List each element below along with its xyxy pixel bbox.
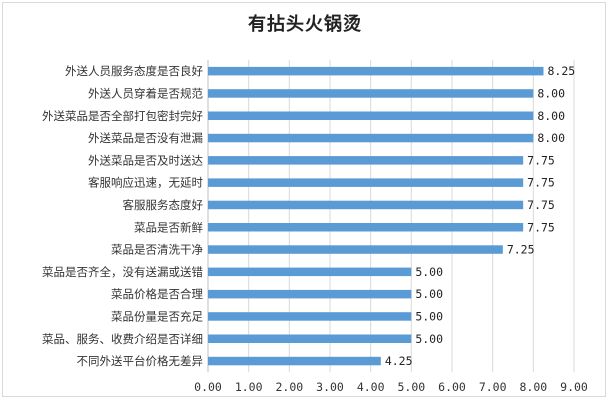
data-label: 8.25 bbox=[548, 64, 576, 78]
category-label: 外送人员穿着是否规范 bbox=[88, 86, 203, 100]
x-tick-label: 6.00 bbox=[438, 380, 466, 394]
x-tick-label: 9.00 bbox=[560, 380, 588, 394]
category-label: 外送菜品是否全部打包密封完好 bbox=[42, 109, 203, 123]
bar bbox=[208, 200, 524, 210]
category-labels: 外送人员服务态度是否良好外送人员穿着是否规范外送菜品是否全部打包密封完好外送菜品… bbox=[42, 64, 203, 368]
category-label: 客服服务态度好 bbox=[123, 198, 204, 212]
bar bbox=[208, 223, 524, 232]
data-label: 8.00 bbox=[537, 109, 565, 123]
bar bbox=[208, 334, 412, 343]
category-label: 菜品是否齐全，没有送漏或送错 bbox=[42, 265, 203, 279]
x-tick-label: 7.00 bbox=[479, 380, 507, 394]
x-tick-label: 5.00 bbox=[397, 380, 425, 394]
bar bbox=[208, 111, 534, 120]
data-label: 7.75 bbox=[527, 153, 555, 167]
value-labels: 8.25 8.00 8.00 8.00 7.75 7.75 7.75 7.75 7.25 5.00… bbox=[385, 64, 575, 368]
category-label: 外送人员服务态度是否良好 bbox=[65, 64, 203, 78]
data-label: 5.00 bbox=[415, 265, 443, 279]
bar bbox=[208, 289, 412, 299]
data-label: 7.75 bbox=[527, 220, 555, 234]
bar bbox=[208, 356, 381, 366]
chart-frame: 有拈头火锅烫 外送人员服务态度是否良好外送人员穿着是否规范外送菜品是否全部打包密… bbox=[2, 2, 606, 397]
data-label: 4.25 bbox=[385, 354, 413, 368]
data-label: 7.75 bbox=[527, 176, 555, 190]
data-label: 5.00 bbox=[415, 287, 443, 301]
data-label: 5.00 bbox=[415, 309, 443, 323]
x-tick-labels: 0.00 1.00 2.00 3.00 4.00 5.00 6.00 7.00 8.00 9.00 bbox=[194, 380, 588, 394]
data-label: 8.00 bbox=[537, 86, 565, 100]
category-label: 菜品、服务、收费介绍是否详细 bbox=[42, 332, 203, 346]
gridlines bbox=[207, 60, 575, 373]
category-label: 菜品是否清洗干净 bbox=[111, 243, 203, 257]
bar-chart: 有拈头火锅烫 外送人员服务态度是否良好外送人员穿着是否规范外送菜品是否全部打包密… bbox=[42, 13, 588, 394]
data-label: 8.00 bbox=[537, 131, 565, 145]
bar bbox=[208, 312, 412, 321]
bar bbox=[208, 267, 412, 277]
category-label: 外送菜品是否没有泄漏 bbox=[88, 131, 203, 145]
category-label: 不同外送平台价格无差异 bbox=[77, 354, 204, 368]
bar bbox=[208, 156, 524, 165]
x-tick-label: 0.00 bbox=[194, 380, 222, 394]
data-label: 7.25 bbox=[507, 243, 535, 257]
data-label: 5.00 bbox=[415, 332, 443, 346]
category-label: 菜品是否新鲜 bbox=[134, 220, 203, 234]
x-tick-label: 8.00 bbox=[519, 380, 547, 394]
x-tick-label: 3.00 bbox=[316, 380, 344, 394]
bars bbox=[208, 66, 544, 366]
x-tick-label: 4.00 bbox=[357, 380, 385, 394]
x-tick-label: 1.00 bbox=[235, 380, 263, 394]
bar bbox=[208, 245, 503, 254]
category-label: 菜品份量是否充足 bbox=[111, 309, 203, 323]
x-tick-label: 2.00 bbox=[275, 380, 303, 394]
bar bbox=[208, 89, 534, 98]
category-label: 外送菜品是否及时送达 bbox=[88, 153, 203, 167]
chart-title: 有拈头火锅烫 bbox=[248, 13, 362, 35]
category-label: 菜品价格是否合理 bbox=[111, 287, 203, 301]
data-label: 7.75 bbox=[527, 198, 555, 212]
bar bbox=[208, 66, 544, 76]
bar bbox=[208, 133, 534, 143]
category-label: 客服响应迅速，无延时 bbox=[88, 176, 203, 190]
bar bbox=[208, 178, 524, 187]
